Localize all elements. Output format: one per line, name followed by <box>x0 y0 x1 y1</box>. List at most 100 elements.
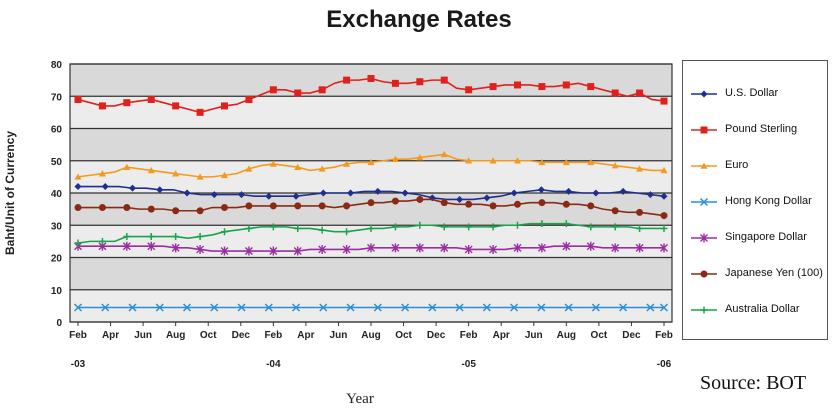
data-point <box>611 223 619 231</box>
x-tick-label: Jun <box>525 330 543 341</box>
data-point <box>510 303 519 312</box>
data-point <box>537 303 546 312</box>
data-point <box>464 244 473 254</box>
data-point <box>156 186 164 194</box>
x-tick-label: Oct <box>395 330 412 341</box>
data-point <box>482 303 491 312</box>
chart-legend: U.S. Dollar Pound Sterling Euro Hong Kong D… <box>682 60 828 340</box>
data-point <box>74 173 82 180</box>
x-tick-label: Dec <box>232 330 251 341</box>
data-point <box>660 243 668 253</box>
data-point <box>514 157 521 164</box>
data-point <box>587 202 595 210</box>
x-axis-label: Year <box>346 391 374 407</box>
series-euro <box>74 150 668 180</box>
data-point <box>611 162 619 169</box>
data-point <box>538 158 546 166</box>
data-point <box>367 199 375 207</box>
data-point <box>347 189 355 197</box>
x-tick-label: Aug <box>166 330 185 341</box>
x-tick-label: Aug <box>557 330 576 341</box>
legend-item: Japanese Yen (100) <box>683 265 827 283</box>
data-point <box>465 200 473 208</box>
legend-item: U.S. Dollar <box>683 85 827 103</box>
y-tick-label: 20 <box>51 254 63 265</box>
data-point <box>123 163 131 170</box>
data-point <box>98 170 106 177</box>
data-point <box>269 202 277 210</box>
data-point <box>318 226 326 234</box>
y-tick-label: 40 <box>51 189 63 200</box>
legend-item: Euro <box>683 157 827 175</box>
data-point <box>373 303 382 312</box>
data-point <box>294 163 302 170</box>
data-point <box>636 165 644 172</box>
data-point <box>659 303 669 312</box>
data-point <box>264 303 273 312</box>
plot-band <box>70 128 672 161</box>
data-point <box>269 160 277 167</box>
legend-swatch <box>691 270 717 278</box>
data-point <box>172 207 180 215</box>
data-point <box>318 244 327 254</box>
data-point <box>587 158 595 166</box>
data-point <box>416 221 424 229</box>
data-point <box>510 189 518 197</box>
data-point <box>129 184 137 192</box>
data-point <box>564 303 573 312</box>
x-tick-label: Oct <box>200 330 217 341</box>
data-point <box>123 233 131 241</box>
legend-label: U.S. Dollar <box>725 87 779 99</box>
data-point <box>489 157 497 164</box>
data-point <box>98 237 106 245</box>
y-tick-label: 60 <box>51 125 63 136</box>
data-point <box>660 97 668 105</box>
data-point <box>343 202 351 210</box>
data-point <box>237 303 246 312</box>
data-point <box>514 200 521 208</box>
legend-label: Euro <box>725 159 749 171</box>
data-point <box>465 157 473 164</box>
data-point <box>586 241 595 251</box>
data-point <box>483 194 491 202</box>
y-tick-label: 30 <box>51 221 63 232</box>
data-point <box>183 189 191 197</box>
x-tick-label: Feb <box>264 330 282 341</box>
data-point <box>587 83 595 91</box>
y-tick-label: 80 <box>51 60 63 71</box>
data-point <box>565 187 573 195</box>
data-point <box>562 200 570 208</box>
data-point <box>238 191 246 199</box>
data-point <box>537 186 545 194</box>
data-point <box>147 233 155 241</box>
data-point <box>147 95 155 103</box>
legend-item: Pound Sterling <box>683 121 827 139</box>
data-point <box>245 224 253 232</box>
series-japanese-yen-100 <box>74 195 668 220</box>
data-point <box>343 76 351 84</box>
data-point <box>172 170 180 177</box>
data-point <box>294 224 302 232</box>
legend-label: Japanese Yen (100) <box>725 267 823 279</box>
x-tick-label: Feb <box>69 330 87 341</box>
data-point <box>220 246 229 256</box>
data-point <box>342 244 351 254</box>
data-point <box>245 95 253 103</box>
data-point <box>440 243 449 253</box>
x-tick-label: Aug <box>361 330 380 341</box>
data-point <box>416 195 424 203</box>
data-point <box>440 199 448 207</box>
legend-swatch <box>691 162 717 169</box>
data-point <box>660 192 668 200</box>
data-point <box>221 102 228 110</box>
legend-swatch <box>691 90 717 98</box>
data-point <box>269 246 278 256</box>
data-point <box>196 207 204 215</box>
data-point <box>374 187 382 195</box>
plot-band <box>70 160 672 193</box>
data-point <box>221 171 228 179</box>
data-point <box>619 303 628 312</box>
data-point <box>367 243 375 253</box>
data-point <box>210 191 218 199</box>
